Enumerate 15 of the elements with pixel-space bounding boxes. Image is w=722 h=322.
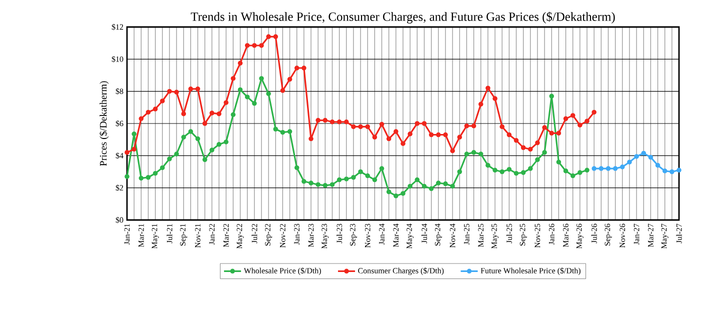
point xyxy=(627,160,632,164)
point xyxy=(634,154,639,159)
point xyxy=(620,164,625,170)
point xyxy=(655,162,660,168)
point xyxy=(641,150,646,156)
point xyxy=(676,168,682,173)
point xyxy=(612,166,618,171)
point xyxy=(670,169,674,174)
point xyxy=(598,166,604,171)
point xyxy=(606,166,611,171)
point xyxy=(648,154,654,160)
y-axis-title: Prices ($/Dekatherm) xyxy=(99,81,109,166)
point xyxy=(662,168,668,174)
chart-title: Trends in Wholesale Price, Consumer Charges, and Future Gas Prices ($/Dekatherm) xyxy=(190,12,615,24)
point xyxy=(592,166,596,171)
